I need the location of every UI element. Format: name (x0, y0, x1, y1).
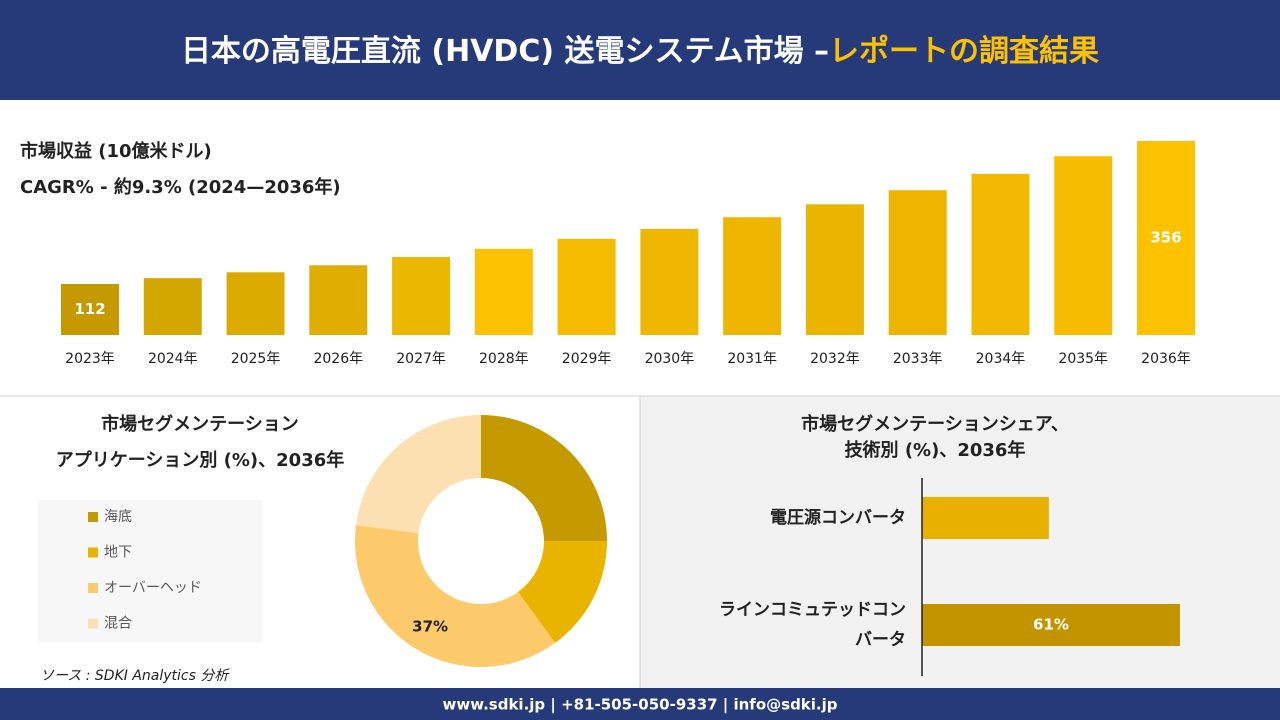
bar (557, 238, 616, 335)
footer: www.sdki.jp | +81-505-050-9337 | info@sd… (442, 696, 837, 715)
bar (640, 228, 699, 335)
bar (226, 272, 285, 335)
x-tick-label: 2031年 (727, 351, 777, 367)
donut-slice (355, 415, 481, 534)
bar (888, 190, 947, 335)
x-tick-label: 2035年 (1058, 351, 1108, 367)
header-bg (0, 0, 1280, 100)
bar (474, 248, 533, 335)
header-title: 日本の高電圧直流 (HVDC) 送電システム市場 –レポートの調査結果 (181, 34, 1099, 69)
x-tick-label: 2023年 (65, 351, 115, 367)
x-tick-label: 2029年 (562, 351, 612, 367)
legend-swatch (88, 583, 98, 593)
bar (805, 204, 864, 335)
legend-label: オーバーヘッド (104, 580, 202, 596)
x-tick-label: 2033年 (893, 351, 943, 367)
bar (309, 265, 368, 335)
x-tick-label: 2024年 (148, 351, 198, 367)
legend-swatch (88, 618, 98, 629)
chart-subtitle: 技術別 (%)、2036年 (845, 439, 1026, 461)
donut-slice (355, 525, 556, 668)
donut-slice (518, 541, 607, 643)
bar (392, 257, 451, 335)
legend-bg (38, 500, 262, 642)
legend-swatch (88, 547, 98, 558)
x-tick-label: 2030年 (645, 351, 695, 367)
donut-slice (481, 415, 607, 541)
bar (971, 173, 1030, 335)
chart-subtitle: アプリケーション別 (%)、2036年 (56, 449, 345, 471)
x-tick-label: 2028年 (479, 351, 529, 367)
legend-label: 地下 (104, 545, 132, 561)
x-tick-label: 2027年 (396, 351, 446, 367)
x-tick-label: 2036年 (1141, 351, 1191, 367)
legend-label: 混合 (104, 616, 132, 632)
x-tick-label: 2025年 (231, 351, 281, 367)
bar (1054, 156, 1113, 335)
source: ソース : SDKI Analytics 分析 (40, 668, 230, 684)
value-label: 112 (74, 300, 105, 318)
chart-title: 市場セグメンテーションシェア、 (801, 413, 1069, 435)
bar (1137, 141, 1195, 335)
chart-title: 市場セグメンテーション (101, 413, 299, 435)
x-tick-label: 2034年 (976, 351, 1026, 367)
category-label: 電圧源コンバータ (770, 508, 906, 528)
category-label: ラインコミュテッドコンバータ (719, 600, 906, 650)
x-tick-label: 2032年 (810, 351, 860, 367)
footer-bg (0, 688, 1280, 720)
bar (143, 278, 202, 335)
value-label: 37% (412, 618, 448, 636)
title-main: 日本の高電圧直流 (HVDC) 送電システム市場 – (181, 34, 829, 69)
title-highlight: レポートの調査結果 (829, 34, 1099, 69)
bar (922, 604, 1180, 646)
bar (61, 284, 119, 335)
cagr-label: CAGR% - 約9.3% (2024—2036年) (20, 176, 341, 198)
bar (723, 217, 782, 335)
legend-label: 海底 (104, 509, 132, 525)
x-tick-label: 2026年 (313, 351, 363, 367)
bar (922, 497, 1049, 539)
revenue-label: 市場収益 (10億米ドル) (20, 140, 212, 162)
value-label: 61% (1033, 616, 1069, 634)
value-label: 356 (1150, 229, 1181, 247)
legend-swatch (88, 512, 98, 522)
